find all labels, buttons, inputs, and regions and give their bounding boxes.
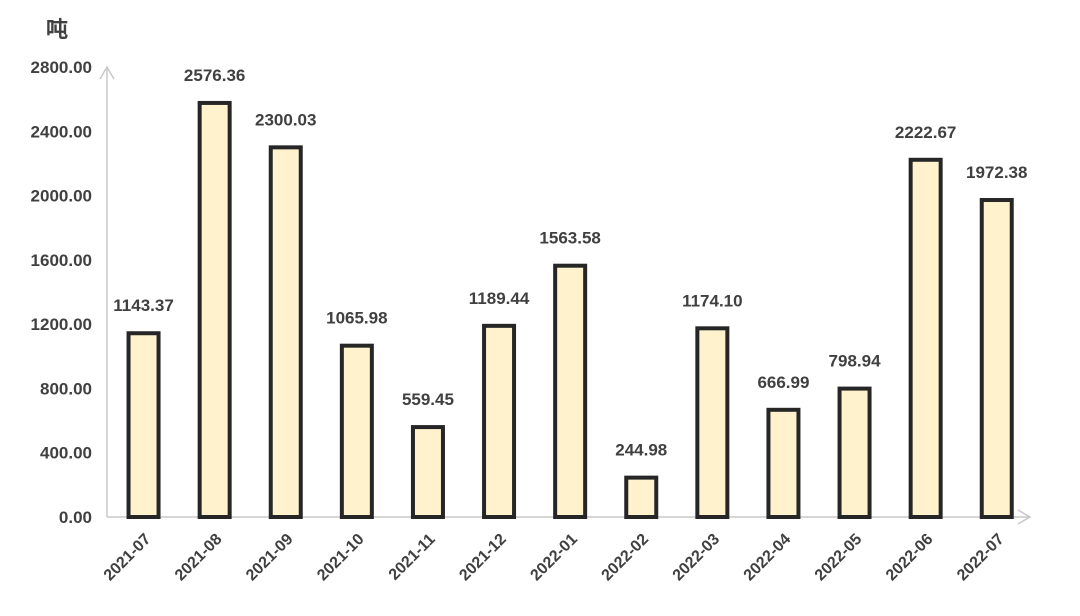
x-tick-label: 2021-09: [243, 531, 297, 585]
y-tick-label: 2400.00: [31, 122, 92, 141]
x-tick-label: 2022-03: [670, 531, 724, 585]
data-labels: 1143.37 2576.36 2300.03 1065.98 559.45 1189.4…: [113, 66, 1027, 460]
bar: [837, 386, 872, 520]
data-label: 244.98: [615, 441, 667, 460]
bar: [339, 343, 374, 519]
data-label: 1189.44: [469, 289, 530, 308]
x-tick-label: 2022-04: [741, 531, 795, 585]
data-label: 1065.98: [326, 309, 387, 328]
data-label: 666.99: [757, 373, 809, 392]
x-tick-label: 2022-07: [954, 531, 1008, 585]
y-tick-label: 1600.00: [31, 251, 92, 270]
x-axis-ticks: 2021-07 2021-08 2021-09 2021-10 2021-11 2021-…: [101, 531, 1008, 585]
y-tick-label: 0.00: [59, 508, 92, 527]
bar: [553, 263, 588, 519]
y-tick-label: 1200.00: [31, 315, 92, 334]
y-tick-label: 800.00: [40, 379, 92, 398]
bar: [268, 145, 303, 519]
y-axis-unit-label: 吨: [46, 18, 68, 43]
y-tick-label: 2000.00: [31, 187, 92, 206]
bar: [624, 475, 659, 519]
bar: [197, 100, 232, 520]
y-tick-label: 400.00: [40, 444, 92, 463]
x-tick-label: 2021-12: [456, 531, 510, 585]
data-label: 798.94: [829, 352, 882, 371]
x-tick-label: 2022-05: [812, 531, 866, 585]
data-label: 2576.36: [184, 66, 245, 85]
data-label: 1174.10: [682, 291, 743, 310]
x-tick-label: 2022-06: [883, 531, 937, 585]
data-label: 1563.58: [539, 229, 600, 248]
x-axis-arrow: [1017, 509, 1032, 525]
x-tick-label: 2021-08: [172, 531, 226, 585]
y-axis-arrow: [99, 65, 115, 80]
x-tick-label: 2022-01: [527, 531, 581, 585]
bar: [979, 198, 1014, 520]
data-label: 2300.03: [255, 110, 316, 129]
x-tick-label: 2021-11: [386, 531, 439, 584]
data-label: 1143.37: [113, 296, 174, 315]
bar: [126, 331, 161, 519]
bar: [908, 157, 943, 519]
y-tick-label: 2800.00: [31, 58, 92, 77]
bars: [126, 100, 1014, 520]
y-axis-ticks: 0.00 400.00 800.00 1200.00 1600.00 2000.00 240…: [31, 58, 92, 527]
bar: [766, 407, 801, 519]
bar: [410, 425, 445, 519]
x-tick-label: 2022-02: [599, 531, 653, 585]
data-label: 2222.67: [895, 123, 956, 142]
bar: [695, 326, 730, 519]
bar: [482, 323, 517, 519]
data-label: 1972.38: [966, 163, 1027, 182]
x-tick-label: 2021-10: [314, 531, 368, 585]
x-tick-label: 2021-07: [101, 531, 155, 585]
data-label: 559.45: [402, 390, 454, 409]
